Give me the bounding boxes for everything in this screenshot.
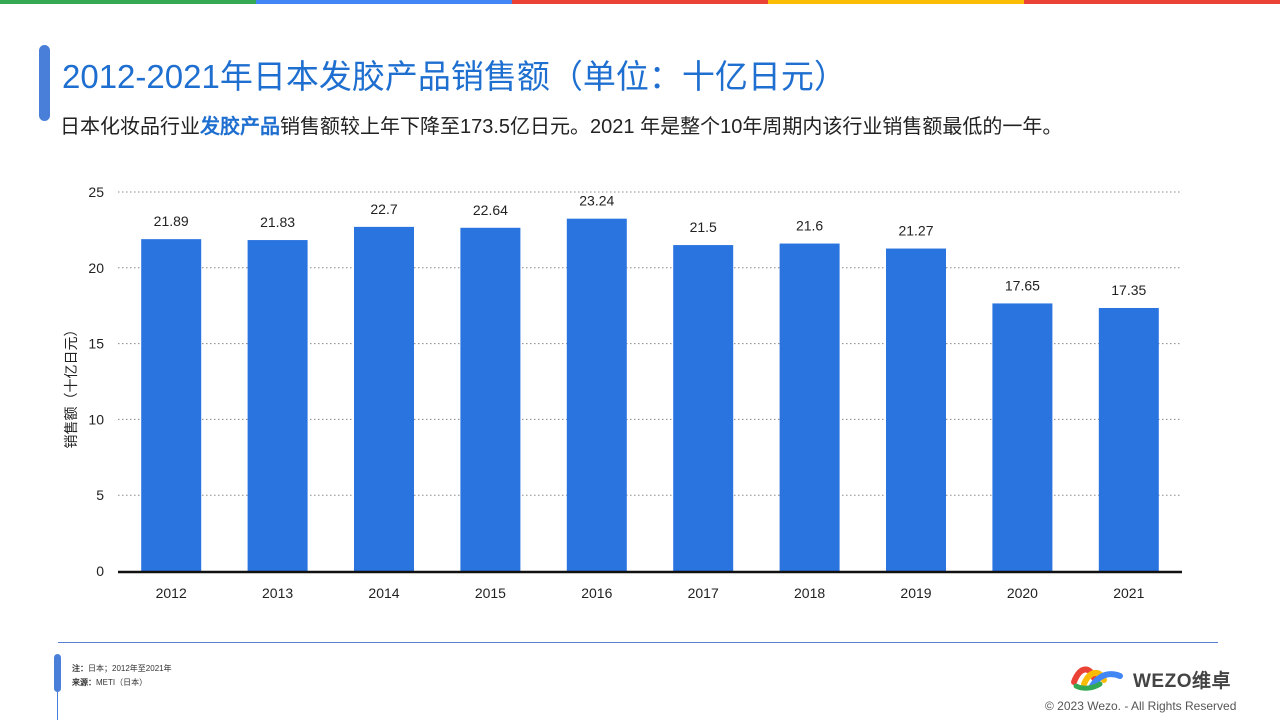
- x-tick-label: 2014: [368, 585, 399, 601]
- note-accent-bar: [54, 654, 61, 692]
- bar: [886, 248, 946, 571]
- bar-chart: 0 5 10 15 20 25 销售额（十亿日元） 21.89 2012 21.83 2013 22.…: [64, 184, 1182, 601]
- data-label: 22.64: [473, 202, 508, 218]
- data-label: 21.5: [690, 219, 717, 235]
- source-text: METI（日本）: [96, 678, 148, 687]
- data-label: 21.27: [898, 223, 933, 239]
- x-tick-label: 2012: [156, 585, 187, 601]
- bar: [460, 227, 521, 572]
- logo-text: WEZO维卓: [1133, 671, 1231, 692]
- data-label: 22.7: [370, 201, 397, 217]
- note-accent-stem: [57, 690, 58, 720]
- bar: [354, 226, 414, 572]
- x-tick-label: 2019: [900, 585, 931, 601]
- bar: [566, 218, 627, 572]
- source-label: 来源：: [72, 678, 96, 687]
- x-tick-label: 2021: [1113, 585, 1144, 601]
- top-bar-segment: [768, 0, 1024, 4]
- bar: [992, 303, 1053, 571]
- top-bar-segment: [256, 0, 512, 4]
- x-tick-label: 2017: [688, 585, 719, 601]
- y-tick-label: 25: [88, 184, 104, 200]
- footer-divider: [58, 642, 1218, 643]
- footnote-text: 日本；2012年至2021年: [88, 664, 172, 673]
- data-label: 17.65: [1005, 277, 1040, 293]
- subtitle-text-before: 日本化妆品行业: [60, 116, 200, 138]
- y-axis-label: 销售额（十亿日元）: [64, 323, 80, 449]
- y-tick-label: 15: [88, 336, 104, 352]
- page-subtitle: 日本化妆品行业发胶产品销售额较上年下降至173.5亿日元。2021 年是整个10…: [60, 110, 1062, 139]
- bar: [1098, 307, 1159, 571]
- x-tick-label: 2018: [794, 585, 825, 601]
- bar: [779, 243, 840, 571]
- copyright: © 2023 Wezo. - All Rights Reserved: [1045, 699, 1237, 713]
- footnote: 注：日本；2012年至2021年: [72, 663, 172, 674]
- data-label: 17.35: [1111, 282, 1146, 298]
- data-label: 21.6: [796, 218, 823, 234]
- bar: [141, 239, 202, 572]
- y-tick-label: 10: [88, 411, 104, 427]
- source-note: 来源：METI（日本）: [72, 677, 147, 688]
- x-tick-label: 2020: [1007, 585, 1038, 601]
- bar: [247, 240, 308, 571]
- y-tick-label: 20: [88, 260, 104, 276]
- y-tick-label: 0: [96, 563, 104, 579]
- x-tick-label: 2016: [581, 585, 612, 601]
- data-label: 21.83: [260, 214, 295, 230]
- subtitle-text-after: 销售额较上年下降至173.5亿日元。2021 年是整个10年周期内该行业销售额最…: [280, 116, 1063, 138]
- y-tick-label: 5: [96, 487, 104, 503]
- bar: [673, 245, 734, 571]
- title-accent-bar: [39, 45, 50, 121]
- x-tick-label: 2015: [475, 585, 506, 601]
- top-bar-segment: [512, 0, 768, 4]
- subtitle-highlight: 发胶产品: [200, 116, 280, 138]
- x-tick-label: 2013: [262, 585, 293, 601]
- footnote-label: 注：: [72, 664, 88, 673]
- top-color-bar: [0, 0, 1280, 4]
- top-bar-segment: [1024, 0, 1280, 4]
- page-title: 2012-2021年日本发胶产品销售额（单位：十亿日元）: [62, 58, 847, 95]
- wezo-logo-icon: [1071, 666, 1123, 691]
- data-label: 23.24: [579, 193, 614, 209]
- top-bar-segment: [0, 0, 256, 4]
- data-label: 21.89: [154, 213, 189, 229]
